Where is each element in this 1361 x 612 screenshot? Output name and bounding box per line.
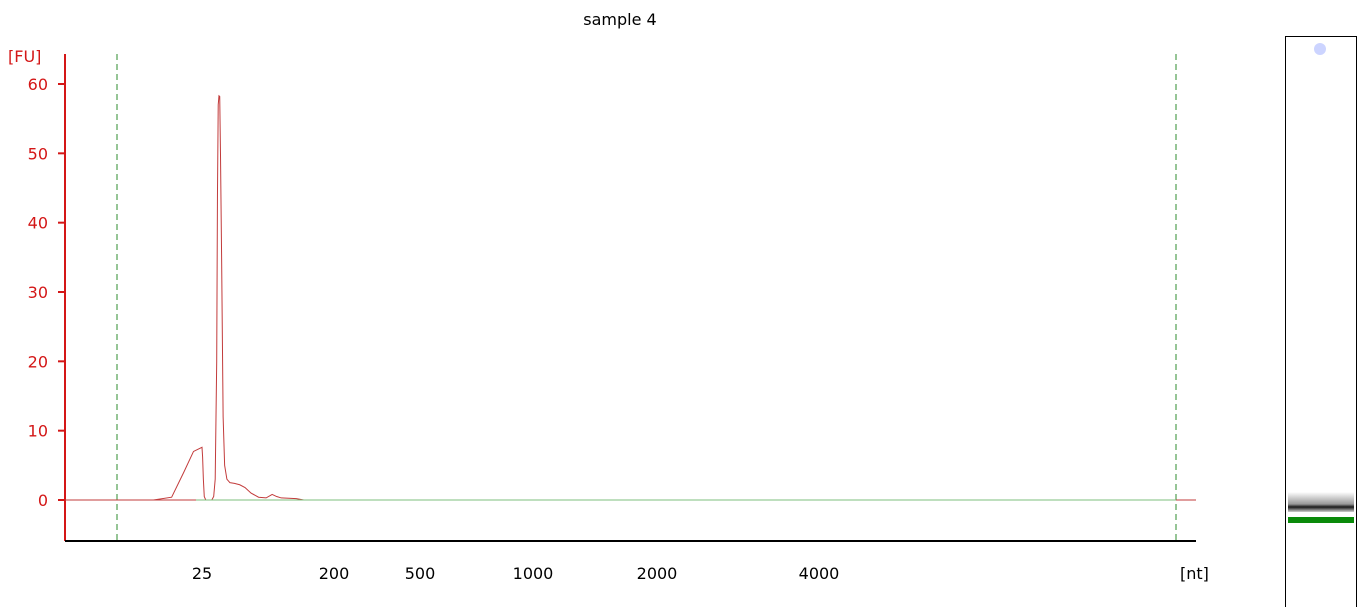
x-tick-label: 500 (405, 564, 436, 583)
chart-title: sample 4 (583, 10, 656, 29)
electropherogram-chart: sample 4 0 10 20 30 40 50 60 25 200 500 1000 2000 4… (8, 10, 1209, 583)
x-axis-label: [nt] (1180, 564, 1209, 583)
gel-spot (1314, 43, 1326, 55)
y-tick-label: 40 (28, 214, 48, 233)
x-tick-label: 2000 (637, 564, 678, 583)
gel-lane-panel (1285, 36, 1357, 607)
y-axis-ticks: 0 10 20 30 40 50 60 (28, 75, 65, 510)
x-tick-label: 200 (319, 564, 350, 583)
marker-band (1288, 517, 1354, 523)
y-tick-label: 10 (28, 422, 48, 441)
sample-band (1288, 492, 1354, 512)
series-lines (65, 94, 1196, 501)
x-axis-ticks: 25 200 500 1000 2000 4000 (192, 564, 840, 583)
y-tick-label: 30 (28, 283, 48, 302)
sample-trace (117, 94, 304, 501)
y-axis-label: [FU] (8, 47, 41, 66)
y-tick-label: 50 (28, 144, 48, 163)
marker-lines (116, 54, 1177, 541)
x-tick-label: 4000 (799, 564, 840, 583)
x-tick-label: 1000 (513, 564, 554, 583)
x-tick-label: 25 (192, 564, 212, 583)
y-tick-label: 20 (28, 352, 48, 371)
y-tick-label: 0 (38, 491, 48, 510)
y-tick-label: 60 (28, 75, 48, 94)
